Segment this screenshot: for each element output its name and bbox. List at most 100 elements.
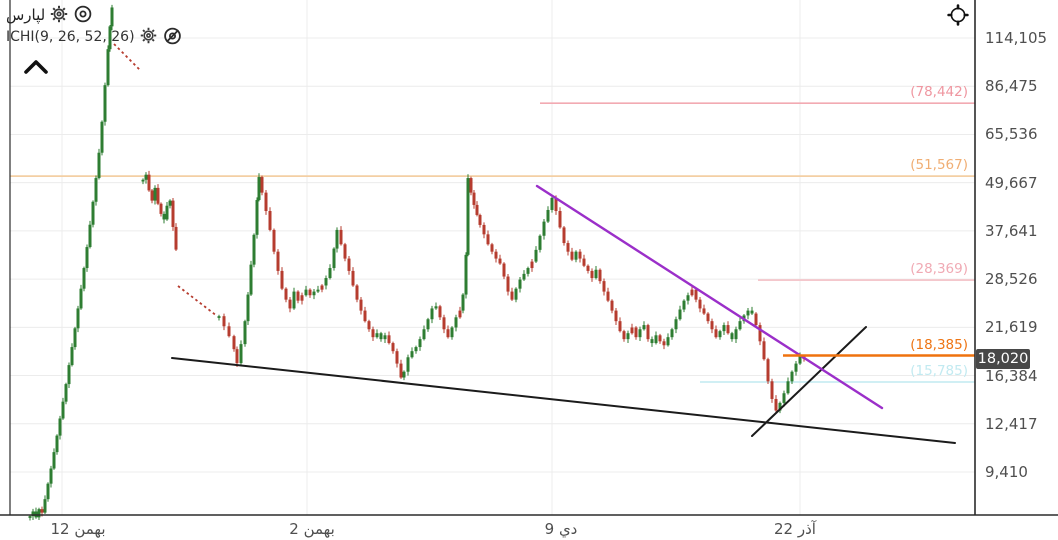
candle-body <box>61 401 65 419</box>
candle-body <box>359 299 363 311</box>
candle-body <box>534 249 538 262</box>
candle-body <box>426 319 430 330</box>
trendline-ascending-support[interactable] <box>751 326 867 437</box>
price-axis-label: 86,475 <box>985 77 1038 96</box>
candle-body <box>153 187 157 201</box>
level-label-28369: (28,369) <box>910 261 968 278</box>
candle-body <box>351 270 355 286</box>
symbol-settings-button[interactable] <box>50 5 68 26</box>
candle-body <box>162 213 166 220</box>
candle-body <box>546 209 550 222</box>
candle-body <box>410 351 414 358</box>
price-axis-label: 37,641 <box>985 221 1038 240</box>
candle-body <box>387 335 391 344</box>
candle-body <box>646 325 650 340</box>
candle-body <box>586 265 590 271</box>
candle-body <box>526 268 530 274</box>
candle-body <box>110 7 114 27</box>
candle-body <box>490 244 494 252</box>
candle-body <box>168 200 172 206</box>
candle-body <box>40 509 44 513</box>
collapse-legend-button[interactable] <box>22 57 50 80</box>
candle-body <box>754 313 758 326</box>
candle-body <box>574 251 578 260</box>
trendline-long-support[interactable] <box>171 357 956 444</box>
candle-body <box>375 333 379 338</box>
indicator-legend-row: ICHI(9, 26, 52, 26) <box>6 26 183 48</box>
candle-body <box>578 251 582 259</box>
candle-body <box>252 234 256 265</box>
candle-body <box>108 26 112 50</box>
candle-body <box>782 393 786 403</box>
candle-body <box>522 273 526 280</box>
candle-body <box>566 243 570 252</box>
candle-body <box>670 329 674 338</box>
candle-body <box>790 371 794 382</box>
eye-icon <box>73 4 93 27</box>
candle-body <box>391 343 395 352</box>
candle-body <box>379 333 383 340</box>
candle-body <box>614 310 618 322</box>
indicator-settings-button[interactable] <box>140 27 157 47</box>
candle-body <box>722 325 726 332</box>
candle-body <box>316 289 320 292</box>
candle-body <box>558 211 562 228</box>
trendlines <box>171 184 956 444</box>
candle-body <box>570 251 574 260</box>
candle-body <box>634 327 638 338</box>
candle-body <box>174 226 178 250</box>
axis-borders <box>0 0 1058 516</box>
candle-body <box>770 381 774 399</box>
candle-body <box>171 200 175 227</box>
candle-body <box>156 187 160 204</box>
candle-body <box>530 261 534 269</box>
candle-body <box>774 398 778 411</box>
candle-body <box>147 174 151 191</box>
candle-body <box>710 321 714 330</box>
indicator-visibility-button[interactable] <box>162 26 183 49</box>
candle-body <box>514 288 518 300</box>
candle-body <box>300 295 304 301</box>
candle-body <box>622 331 626 340</box>
candle-body <box>243 321 247 345</box>
level-label-78442: (78,442) <box>910 84 968 101</box>
candle-body <box>694 289 698 300</box>
price-axis-label: 21,619 <box>985 318 1038 337</box>
candle-body <box>260 177 264 193</box>
candle-body <box>222 316 226 327</box>
candle-body <box>746 310 750 316</box>
candle-body <box>666 337 670 346</box>
crosshair-tool-button[interactable] <box>946 3 970 30</box>
candle-body <box>442 317 446 330</box>
candle-body <box>276 251 280 271</box>
candle-body <box>738 321 742 330</box>
candle-body <box>494 251 498 259</box>
candle-body <box>469 178 473 193</box>
candle-body <box>85 247 89 269</box>
candle-body <box>37 509 41 518</box>
price-axis-label: 28,526 <box>985 270 1038 289</box>
candle-body <box>502 263 506 277</box>
candle-body <box>702 308 706 314</box>
symbol-visibility-button[interactable] <box>73 4 93 27</box>
trendline-descending-resistance[interactable] <box>535 184 884 410</box>
candle-body <box>472 192 476 205</box>
candle-body <box>482 224 486 235</box>
candle-body <box>798 356 802 364</box>
candle-body <box>706 313 710 322</box>
eye-off-icon <box>162 26 183 49</box>
symbol-label: لپارس <box>6 6 46 24</box>
candle-body <box>698 299 702 309</box>
candle-body <box>58 418 62 436</box>
candle-body <box>399 363 403 378</box>
candle-body <box>794 363 798 372</box>
candle-body <box>395 351 399 364</box>
crosshair-icon <box>946 4 970 30</box>
candle-body <box>292 291 296 309</box>
candle-body <box>31 511 35 517</box>
candle-body <box>79 288 83 309</box>
candle-body <box>690 289 694 296</box>
candle-body <box>598 269 602 282</box>
candle-body <box>430 308 434 320</box>
